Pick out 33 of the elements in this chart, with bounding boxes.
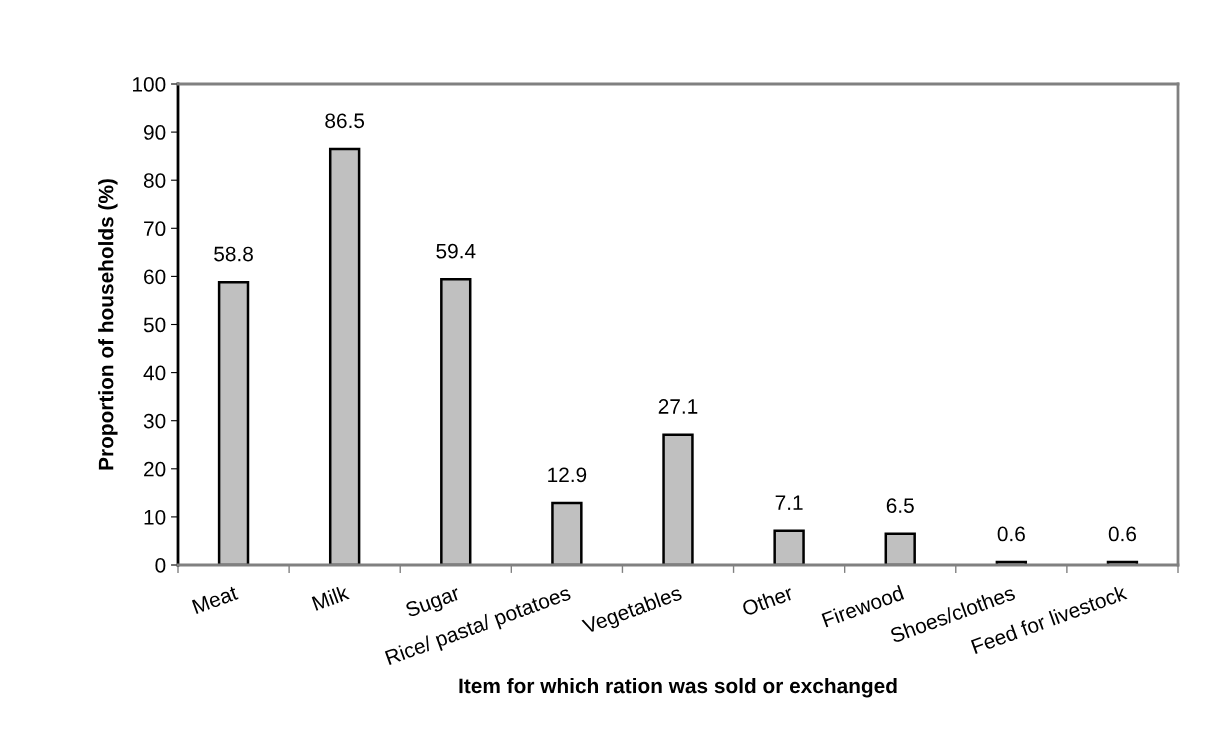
data-label: 7.1 (775, 495, 803, 510)
data-label: 58.8 (214, 246, 253, 262)
data-label: 59.4 (436, 243, 476, 259)
data-label: 6.5 (886, 498, 914, 513)
data-label: 27.1 (658, 399, 698, 414)
data-label: 0.6 (997, 526, 1025, 542)
bar (884, 532, 916, 565)
y-tick-label: 10 (144, 509, 166, 525)
y-tick-label: 60 (144, 269, 166, 285)
x-tick-label: Sugar (404, 585, 463, 622)
bar (662, 433, 694, 565)
x-tick-label: Meat (191, 585, 239, 615)
bar (773, 529, 805, 565)
y-tick-label: 0 (155, 558, 166, 573)
x-tick-label: Other (741, 584, 795, 617)
y-tick-label: 30 (143, 413, 166, 429)
bar (440, 278, 472, 565)
y-tick-label: 20 (144, 461, 166, 477)
bar (551, 501, 583, 565)
bar (217, 280, 250, 565)
bar (328, 147, 361, 565)
data-label: 12.9 (548, 467, 587, 483)
y-axis-title: Proportion of households (%) (98, 179, 118, 470)
y-tick-label: 50 (143, 317, 166, 333)
x-axis-title: Item for which ration was sold or exchanged (459, 677, 897, 698)
data-label: 0.6 (1108, 526, 1137, 542)
y-tick-label: 100 (133, 77, 166, 92)
y-tick-label: 40 (143, 365, 166, 381)
y-tick-label: 90 (144, 125, 166, 140)
x-tick-label: Milk (311, 584, 350, 611)
y-tick-label: 80 (143, 173, 166, 188)
data-label: 86.5 (325, 113, 365, 129)
y-tick-label: 70 (144, 221, 166, 237)
